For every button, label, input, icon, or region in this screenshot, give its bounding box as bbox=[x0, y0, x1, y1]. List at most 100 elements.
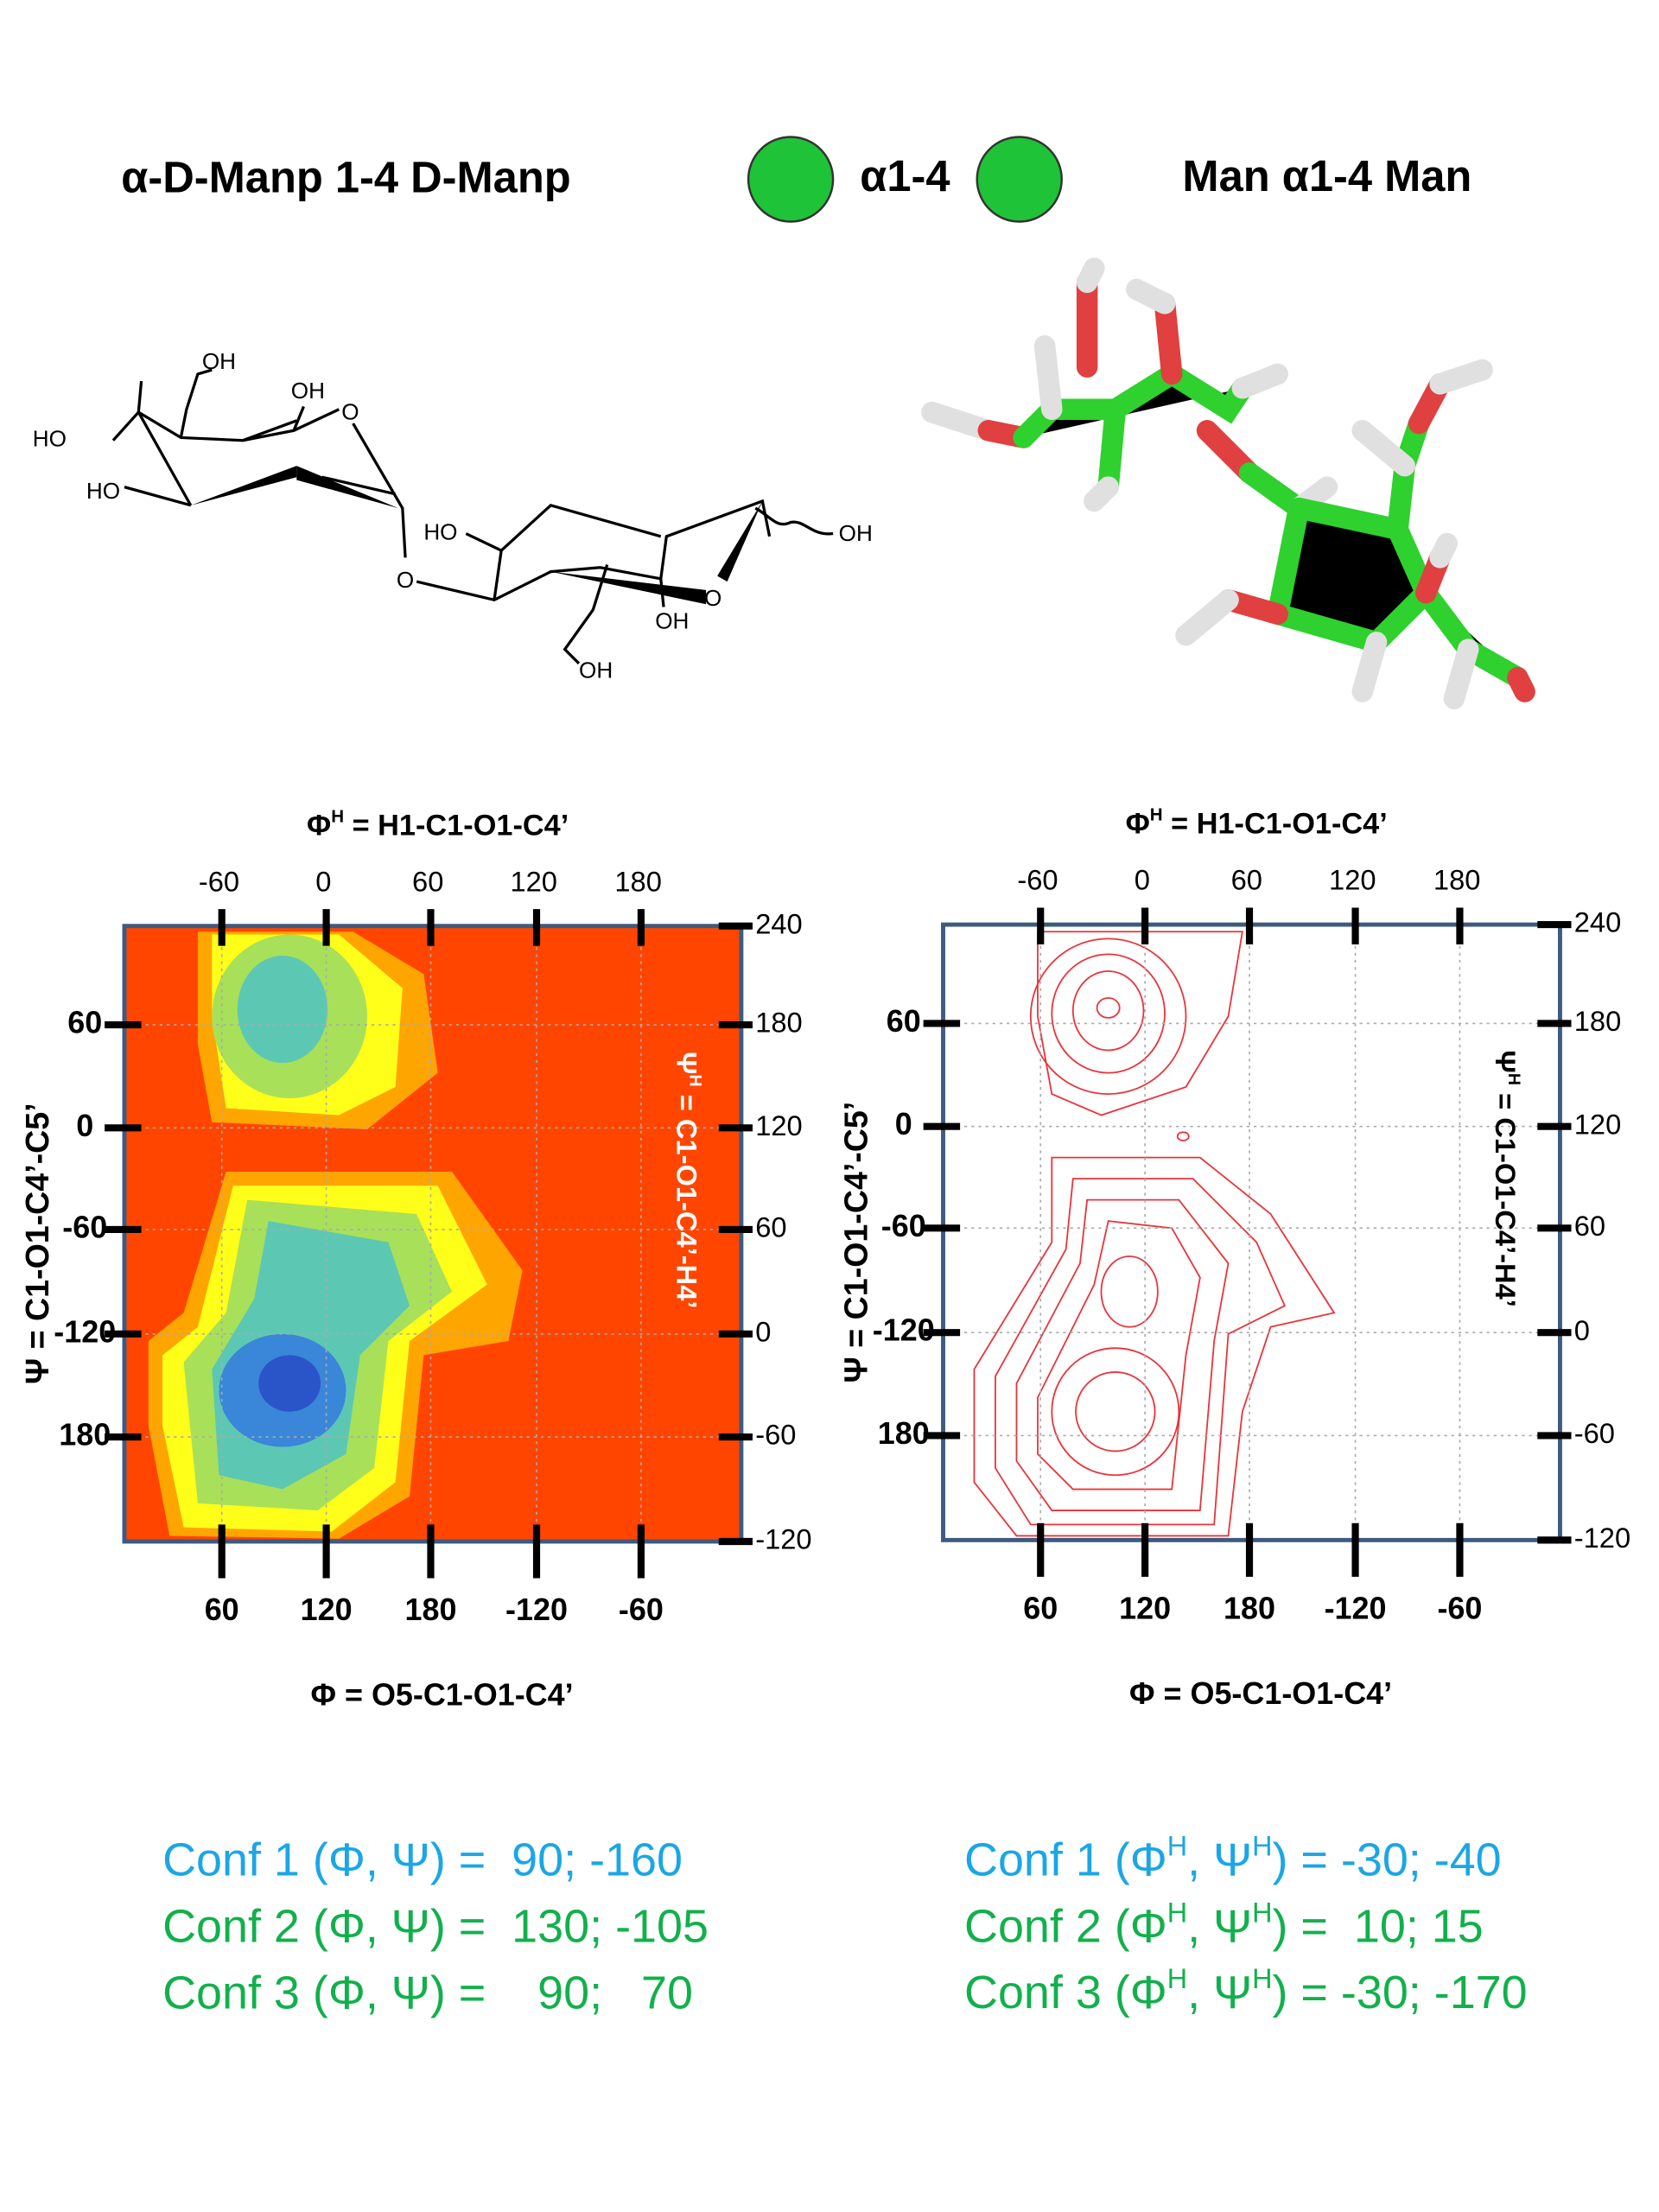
bottom-tick-label: 120 bbox=[301, 1592, 353, 1627]
right-tick-label: 0 bbox=[755, 1315, 771, 1347]
contour bbox=[1051, 1347, 1180, 1477]
contour bbox=[1029, 938, 1187, 1096]
right-tick-label: 240 bbox=[755, 907, 803, 939]
atom-label: HO bbox=[33, 426, 67, 452]
right-axis-label: ΨH = C1-O1-C4’-H4’ bbox=[1490, 1050, 1522, 1306]
text-segment: Φ bbox=[310, 1676, 336, 1712]
text-segment: Conf 2 (Φ bbox=[964, 1900, 1167, 1952]
top-tick-label: 120 bbox=[1329, 864, 1376, 896]
heat-region bbox=[258, 1355, 321, 1412]
contour bbox=[995, 1178, 1287, 1526]
bottom-tick-label: 60 bbox=[205, 1592, 239, 1627]
conformation-line: Conf 1 (Φ, Ψ) = 90; -160 bbox=[162, 1834, 683, 1886]
bottom-tick-label: 120 bbox=[1119, 1591, 1171, 1626]
left-tick-label: 180 bbox=[878, 1415, 930, 1451]
text-segment: H bbox=[1252, 1830, 1272, 1861]
text-segment: Φ bbox=[1126, 808, 1150, 841]
bottom-tick-label: -120 bbox=[1325, 1591, 1387, 1626]
right-tick-label: -120 bbox=[1574, 1522, 1630, 1554]
linkage-label: α1-4 bbox=[860, 151, 950, 200]
text-segment: H bbox=[685, 1075, 704, 1087]
text-segment: = O5-C1-O1-C4’ bbox=[336, 1676, 574, 1712]
text-segment: H bbox=[1167, 1830, 1187, 1861]
bottom-tick-label: 180 bbox=[404, 1592, 456, 1627]
text-segment: Ψ bbox=[837, 1357, 874, 1382]
left-tick-label: -60 bbox=[881, 1208, 926, 1243]
top-tick-label: 180 bbox=[614, 865, 661, 897]
top-tick-label: 60 bbox=[1231, 864, 1262, 896]
top-axis-label: ΦH = H1-C1-O1-C4’ bbox=[1126, 805, 1388, 841]
text-segment: H bbox=[1504, 1073, 1523, 1085]
right-tick-label: 180 bbox=[1574, 1005, 1622, 1037]
text-segment: ) = -30; -40 bbox=[1273, 1834, 1502, 1886]
text-segment: Ψ bbox=[1490, 1050, 1522, 1072]
contour bbox=[973, 1156, 1336, 1537]
right-tick-label: 120 bbox=[1574, 1108, 1622, 1140]
text-segment: = H1-C1-O1-C4’ bbox=[344, 809, 569, 842]
bottom-tick-label: 60 bbox=[1023, 1591, 1058, 1626]
contour bbox=[1096, 997, 1121, 1019]
atom-label: OH bbox=[291, 378, 325, 404]
text-segment: Φ bbox=[1129, 1675, 1155, 1711]
text-segment: Φ bbox=[307, 809, 331, 842]
text-segment: Conf 3 (Φ bbox=[964, 1967, 1167, 2018]
text-segment: = C1-O1-C4’-C5’ bbox=[19, 1103, 55, 1357]
text-segment: , Ψ bbox=[1187, 1900, 1252, 1952]
left-tick-label: -60 bbox=[62, 1209, 107, 1244]
contour bbox=[1051, 953, 1166, 1074]
left-axis-label: Ψ = C1-O1-C4’-C5’ bbox=[19, 1103, 55, 1384]
conformation-line: Conf 3 (ΦH, ΨH) = -30; -170 bbox=[964, 1963, 1528, 2019]
contour bbox=[1037, 1220, 1201, 1491]
text-segment: , Ψ bbox=[1187, 1967, 1252, 2018]
text-segment: Conf 1 (Φ bbox=[964, 1834, 1167, 1886]
right-tick-label: -60 bbox=[755, 1419, 796, 1451]
text-segment: = H1-C1-O1-C4’ bbox=[1163, 808, 1388, 841]
right-tick-label: 240 bbox=[1574, 906, 1622, 938]
contour bbox=[1037, 931, 1243, 1116]
contour bbox=[1176, 1131, 1190, 1141]
right-tick-label: 180 bbox=[755, 1007, 803, 1039]
text-segment: = O5-C1-O1-C4’ bbox=[1155, 1675, 1393, 1711]
text-segment: H bbox=[1167, 1897, 1187, 1928]
heat-region bbox=[237, 956, 328, 1064]
monosaccharide-symbol bbox=[976, 136, 1063, 223]
contour bbox=[1015, 1198, 1230, 1511]
top-tick-label: 0 bbox=[1135, 864, 1150, 896]
right-tick-label: -120 bbox=[755, 1523, 811, 1555]
top-tick-label: -60 bbox=[1017, 864, 1058, 896]
bottom-tick-label: -120 bbox=[505, 1592, 568, 1627]
contour-map bbox=[973, 931, 1336, 1537]
left-tick-label: 60 bbox=[887, 1003, 921, 1039]
text-segment: H bbox=[331, 806, 344, 826]
bottom-axis-label: Φ = O5-C1-O1-C4’ bbox=[310, 1676, 573, 1712]
left-tick-label: -120 bbox=[873, 1313, 935, 1348]
text-segment: , Ψ bbox=[1187, 1834, 1252, 1886]
atom-label: HO bbox=[423, 518, 457, 544]
text-segment: H bbox=[1150, 805, 1163, 825]
contour bbox=[1075, 1371, 1156, 1452]
heatmap bbox=[124, 925, 741, 1541]
atom-labels: OH OH O HO HO O HO OH O OH OH bbox=[33, 348, 873, 683]
text-segment: H bbox=[1252, 1963, 1272, 1994]
atom-label: OH bbox=[839, 520, 873, 546]
atom-label: OH bbox=[579, 658, 613, 683]
atom-label: O bbox=[397, 567, 414, 593]
bottom-tick-label: 180 bbox=[1224, 1591, 1275, 1626]
chemical-structure: OH OH O HO HO O HO OH O OH OH bbox=[33, 348, 873, 683]
atom-label: OH bbox=[202, 348, 236, 374]
right-axis-label: ΨH = C1-O1-C4’-H4’ bbox=[671, 1052, 704, 1308]
text-segment: H bbox=[1252, 1897, 1272, 1928]
left-tick-label: -120 bbox=[54, 1313, 116, 1349]
atom-label: HO bbox=[86, 478, 120, 504]
right-tick-label: 60 bbox=[1574, 1210, 1605, 1242]
top-tick-label: -60 bbox=[199, 865, 239, 897]
atom-label: OH bbox=[655, 607, 689, 633]
top-tick-label: 180 bbox=[1433, 864, 1481, 896]
contour bbox=[1071, 970, 1145, 1052]
plot-frame bbox=[941, 922, 1562, 1542]
left-tick-label: 0 bbox=[895, 1106, 912, 1141]
conformation-line: Conf 1 (ΦH, ΨH) = -30; -40 bbox=[964, 1830, 1502, 1886]
contour bbox=[1100, 1255, 1159, 1328]
top-tick-label: 60 bbox=[412, 865, 443, 897]
conformation-line: Conf 2 (Φ, Ψ) = 130; -105 bbox=[162, 1900, 709, 1952]
